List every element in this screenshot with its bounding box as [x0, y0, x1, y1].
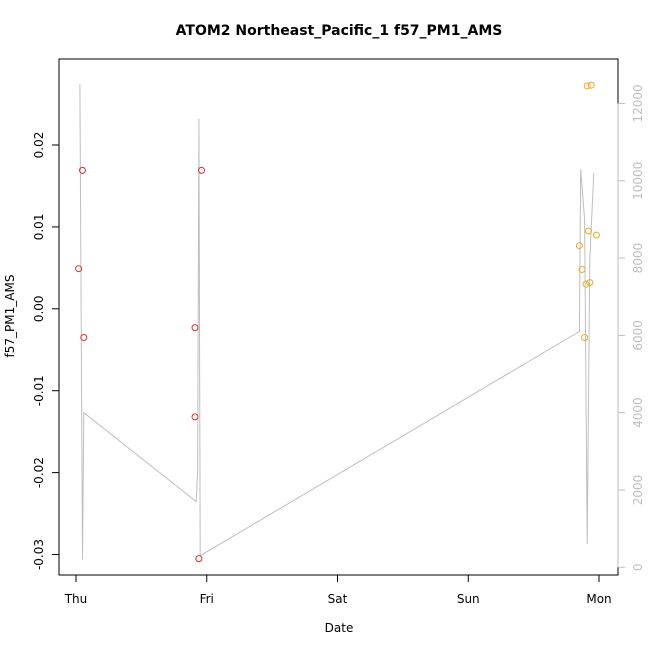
data-point: [191, 324, 199, 332]
y2-tick-label: 0: [631, 563, 645, 571]
y-axis-right: 0 2000 4000 6000 8000 10000 12000: [617, 84, 645, 571]
secondary-series-line: [79, 84, 595, 560]
data-point: [592, 231, 600, 239]
data-point: [575, 242, 583, 250]
secondary-line-layer: [79, 84, 595, 560]
x-tick-label: Fri: [200, 592, 214, 606]
data-point: [581, 334, 589, 341]
x-tick-label: Sat: [328, 592, 348, 606]
data-point: [191, 413, 199, 421]
y-axis-label: f57_PM1_AMS: [3, 275, 17, 358]
data-point: [583, 82, 591, 90]
y-tick-label: -0.03: [32, 539, 46, 570]
data-point: [585, 227, 592, 235]
y-axis-left: -0.03 -0.02 -0.01 0.00 0.01 0.02: [32, 132, 60, 570]
data-point: [195, 555, 203, 563]
data-point: [587, 81, 595, 89]
plot-area-box: [58, 58, 619, 576]
y-tick-label: -0.01: [32, 375, 46, 406]
y2-tick-label: 4000: [631, 397, 645, 428]
y-tick-label: 0.00: [32, 295, 46, 322]
y-tick-label: 0.02: [32, 132, 46, 159]
data-point: [578, 266, 586, 273]
data-point: [198, 166, 205, 174]
x-tick-label: Mon: [586, 592, 611, 606]
points-layer: [75, 81, 600, 563]
y2-tick-label: 2000: [631, 475, 645, 506]
data-point: [582, 280, 590, 288]
x-axis: Thu Fri Sat Sun Mon: [64, 574, 612, 606]
x-tick-label: Thu: [64, 592, 88, 606]
y2-tick-label: 6000: [631, 320, 645, 351]
x-tick-label: Sun: [457, 592, 480, 606]
data-point: [80, 334, 88, 341]
y-tick-label: 0.01: [32, 214, 46, 241]
data-point: [79, 166, 86, 174]
y2-tick-label: 8000: [631, 243, 645, 274]
y-tick-label: -0.02: [32, 457, 46, 488]
chart-title: ATOM2 Northeast_Pacific_1 f57_PM1_AMS: [176, 23, 503, 39]
y2-tick-label: 10000: [631, 162, 645, 200]
data-point: [75, 265, 83, 273]
y2-tick-label: 12000: [631, 84, 645, 122]
data-point: [586, 279, 594, 287]
x-axis-label: Date: [325, 621, 354, 635]
